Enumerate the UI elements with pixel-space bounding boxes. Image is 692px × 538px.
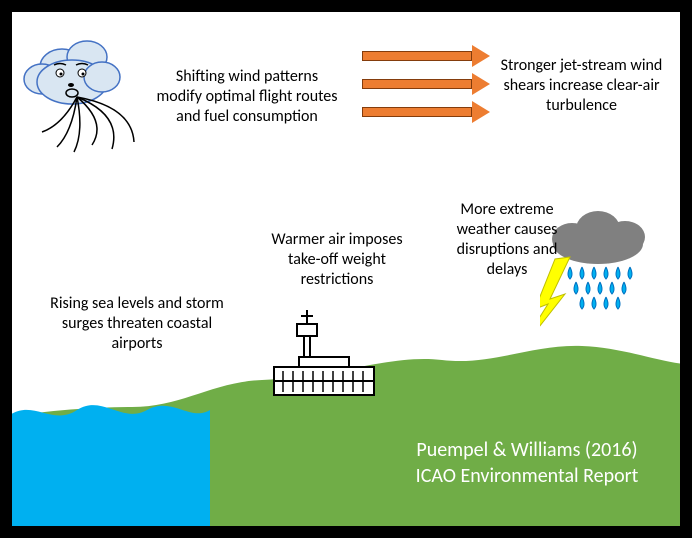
airport-icon <box>269 302 389 402</box>
infographic-frame: Shifting wind patterns modify optimal fl… <box>8 8 684 530</box>
arrow-icon <box>362 45 490 67</box>
text-extreme-weather: More extreme weather causes disruptions … <box>437 200 577 280</box>
text-sea-levels: Rising sea levels and storm surges threa… <box>42 294 232 354</box>
text-jet-stream: Stronger jet-stream wind shears increase… <box>494 56 669 116</box>
arrow-icon <box>362 101 490 123</box>
citation-line2: ICAO Environmental Report <box>416 464 639 488</box>
citation-text: Puempel & Williams (2016) ICAO Environme… <box>397 437 657 489</box>
arrow-icon <box>362 73 490 95</box>
text-takeoff-restrictions: Warmer air imposes take-off weight restr… <box>257 230 417 290</box>
text-wind-patterns: Shifting wind patterns modify optimal fl… <box>152 67 342 127</box>
citation-line1: Puempel & Williams (2016) <box>416 438 637 462</box>
